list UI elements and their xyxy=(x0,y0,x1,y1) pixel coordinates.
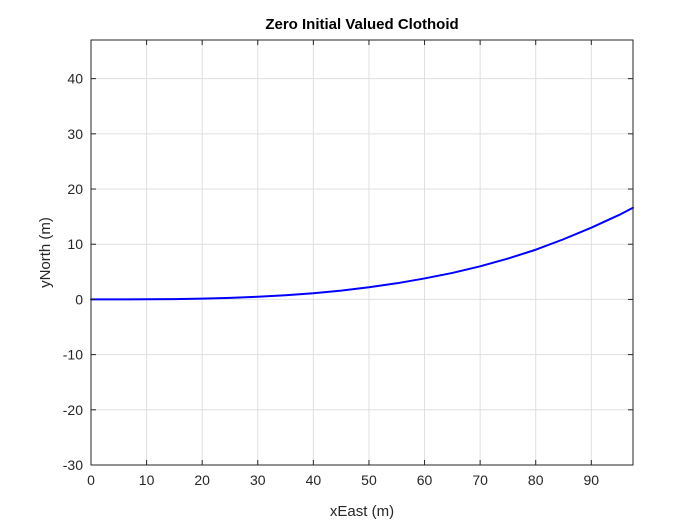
plot-area xyxy=(90,39,634,466)
x-tick-label: 50 xyxy=(361,472,377,488)
x-tick-label: 80 xyxy=(528,472,544,488)
y-tick-label: -20 xyxy=(63,402,83,418)
chart-title: Zero Initial Valued Clothoid xyxy=(265,16,458,33)
axes-frame xyxy=(90,39,634,466)
y-axis-label: yNorth (m) xyxy=(37,217,54,288)
x-tick-label: 40 xyxy=(306,472,322,488)
y-tick-label: 40 xyxy=(67,71,83,87)
tick-labels: 0 10 20 30 40 50 60 70 80 90 -30 -20 -10 0 10 20 30 40 xyxy=(63,71,600,488)
y-tick-label: 20 xyxy=(67,181,83,197)
x-tick-label: 10 xyxy=(139,472,155,488)
x-tick-label: 90 xyxy=(584,472,600,488)
series-layer xyxy=(90,206,634,301)
x-tick-label: 60 xyxy=(417,472,433,488)
x-tick-label: 30 xyxy=(250,472,266,488)
x-tick-label: 0 xyxy=(87,472,95,488)
y-tick-label: 10 xyxy=(67,236,83,252)
x-tick-label: 20 xyxy=(194,472,210,488)
clothoid-series-line xyxy=(90,206,634,301)
ticks xyxy=(90,39,634,466)
x-tick-label: 70 xyxy=(472,472,488,488)
x-axis-label: xEast (m) xyxy=(330,503,394,520)
y-tick-label: 0 xyxy=(75,291,83,307)
y-tick-label: -10 xyxy=(63,347,83,363)
y-tick-label: -30 xyxy=(63,457,83,473)
y-tick-label: 30 xyxy=(67,126,83,142)
